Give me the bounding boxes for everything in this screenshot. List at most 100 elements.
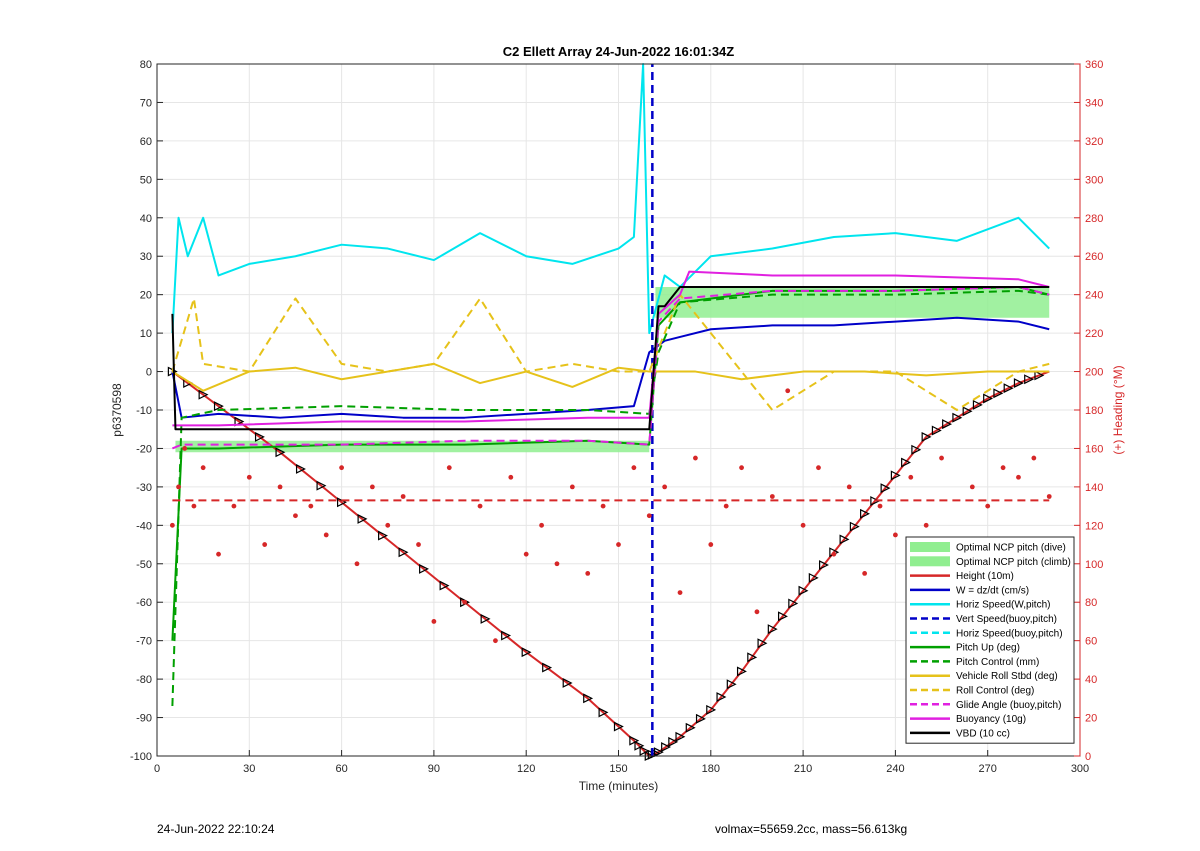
height-marker bbox=[542, 662, 553, 673]
y-tick-label: -10 bbox=[136, 405, 152, 417]
height-marker bbox=[931, 425, 942, 436]
heading-point bbox=[569, 484, 575, 490]
x-tick-label: 0 bbox=[154, 763, 160, 775]
y-tick-label: -50 bbox=[136, 559, 152, 571]
heading-point bbox=[969, 484, 975, 490]
y-tick-label: -90 bbox=[136, 713, 152, 725]
heading-point bbox=[539, 522, 544, 528]
height-marker bbox=[1013, 378, 1024, 389]
height-marker bbox=[921, 431, 932, 442]
heading-point bbox=[616, 542, 621, 547]
height-marker bbox=[653, 747, 664, 758]
heading-point bbox=[416, 542, 421, 547]
y2-tick-label: 120 bbox=[1085, 520, 1103, 532]
height-marker bbox=[316, 480, 327, 491]
heading-point bbox=[1046, 494, 1052, 499]
heading-point bbox=[923, 522, 929, 528]
y2-tick-label: 20 bbox=[1085, 713, 1097, 725]
heading-point bbox=[1016, 474, 1021, 480]
heading-point bbox=[477, 503, 483, 509]
height-marker bbox=[213, 401, 224, 412]
y-tick-label: 50 bbox=[140, 174, 152, 186]
chart-title: C2 Ellett Array 24-Jun-2022 16:01:34Z bbox=[503, 44, 735, 59]
height-marker bbox=[972, 399, 983, 410]
legend-entry: Horiz Speed(buoy,pitch) bbox=[956, 628, 1063, 639]
y2-tick-label: 40 bbox=[1085, 674, 1097, 686]
height-marker bbox=[198, 389, 209, 400]
heading-point bbox=[293, 513, 298, 519]
legend-entry: Optimal NCP pitch (dive) bbox=[956, 543, 1066, 554]
height-marker bbox=[583, 693, 594, 704]
heading-point bbox=[182, 446, 188, 451]
heading-point bbox=[862, 570, 868, 576]
series-roll-control-deg bbox=[171, 293, 1050, 411]
heading-point bbox=[739, 465, 744, 471]
heading-point bbox=[985, 503, 991, 509]
heading-point bbox=[339, 465, 344, 471]
legend-box bbox=[905, 536, 1075, 744]
legend-swatch bbox=[910, 556, 950, 567]
heading-point bbox=[369, 484, 375, 490]
x-axis-label: Time (minutes) bbox=[579, 779, 659, 793]
series-height-10m bbox=[171, 370, 1050, 757]
legend-entry: W = dz/dt (cm/s) bbox=[956, 585, 1029, 596]
heading-point bbox=[169, 522, 175, 528]
height-markers bbox=[167, 366, 1045, 761]
legend: Optimal NCP pitch (dive) Optimal NCP pitc… bbox=[905, 536, 1075, 744]
height-marker bbox=[501, 630, 512, 641]
heading-point bbox=[708, 542, 714, 547]
heading-point bbox=[600, 503, 606, 509]
height-marker bbox=[860, 508, 870, 519]
height-marker bbox=[695, 713, 706, 724]
heading-point bbox=[677, 590, 683, 596]
height-marker bbox=[661, 742, 672, 753]
x-tick-label: 150 bbox=[609, 763, 627, 775]
height-marker bbox=[685, 722, 696, 733]
heading-point bbox=[877, 503, 883, 509]
legend-entry: Vert Speed(buoy,pitch) bbox=[956, 614, 1057, 625]
height-marker bbox=[634, 740, 645, 751]
x-tick-label: 180 bbox=[702, 763, 720, 775]
height-marker bbox=[983, 393, 994, 404]
y-tick-label: 10 bbox=[140, 328, 152, 340]
heading-point bbox=[277, 484, 283, 490]
heading-point bbox=[816, 465, 821, 471]
x-tick-label: 240 bbox=[886, 763, 904, 775]
height-marker bbox=[675, 731, 686, 742]
y-tick-label: 80 bbox=[140, 59, 152, 71]
heading-point bbox=[939, 455, 944, 461]
height-marker bbox=[798, 585, 809, 596]
heading-point bbox=[631, 465, 637, 471]
y2-tick-label: 320 bbox=[1085, 136, 1103, 148]
heading-point bbox=[493, 638, 498, 644]
height-marker bbox=[598, 707, 609, 718]
height-marker bbox=[419, 563, 429, 574]
legend-entry: Vehicle Roll Stbd (deg) bbox=[956, 671, 1058, 682]
height-marker bbox=[890, 470, 901, 481]
height-marker bbox=[275, 447, 286, 458]
heading-point bbox=[908, 474, 914, 480]
x-tick-label: 270 bbox=[979, 763, 997, 775]
height-marker bbox=[378, 530, 388, 541]
y-axis-label: p6370598 bbox=[110, 383, 124, 437]
y-tick-label: 40 bbox=[140, 213, 152, 225]
legend-entry: Glide Angle (buoy,pitch) bbox=[956, 700, 1061, 711]
series-vbd-10-cc bbox=[171, 285, 1050, 431]
legend-entry: Pitch Up (deg) bbox=[956, 643, 1020, 654]
y-tick-label: 60 bbox=[140, 136, 152, 148]
y2-tick-label: 220 bbox=[1085, 328, 1103, 340]
height-marker bbox=[962, 406, 973, 417]
y-tick-label: -70 bbox=[136, 636, 152, 648]
legend-entry: Horiz Speed(W,pitch) bbox=[956, 600, 1050, 611]
y2-tick-label: 0 bbox=[1085, 751, 1091, 763]
height-marker bbox=[901, 457, 911, 468]
x-tick-label: 300 bbox=[1071, 763, 1089, 775]
y2-tick-label: 260 bbox=[1085, 251, 1103, 263]
height-marker bbox=[639, 745, 650, 756]
series-glide-angle-buoy-pitch bbox=[171, 285, 1050, 450]
height-marker bbox=[716, 692, 727, 703]
height-marker bbox=[1024, 374, 1035, 385]
y2-tick-label: 140 bbox=[1085, 482, 1103, 494]
height-marker bbox=[952, 412, 963, 423]
